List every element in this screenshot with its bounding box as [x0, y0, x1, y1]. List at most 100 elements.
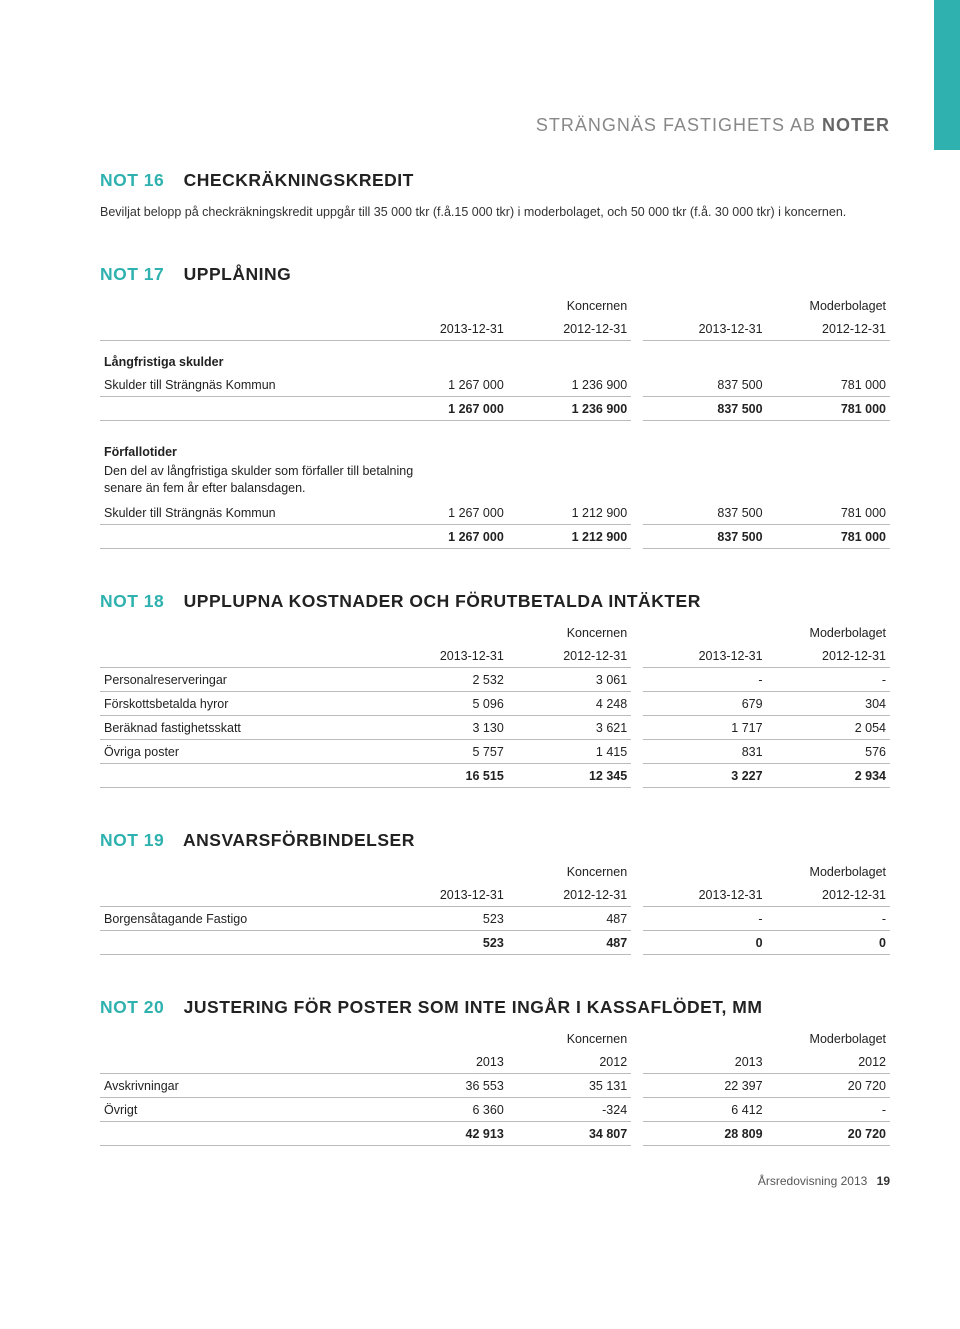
cell: 1 212 900: [508, 501, 631, 525]
col-date: 2012: [767, 1050, 890, 1074]
cell: 576: [767, 739, 890, 763]
total-cell: 837 500: [643, 524, 766, 548]
cell: 35 131: [508, 1073, 631, 1097]
total-cell: 20 720: [767, 1121, 890, 1145]
total-cell: 42 913: [384, 1121, 507, 1145]
col-date: 2013: [643, 1050, 766, 1074]
col-date: 2012-12-31: [767, 317, 890, 341]
group-koncernen: Koncernen: [384, 863, 631, 883]
total-cell: 0: [643, 930, 766, 954]
note-number: NOT 19: [100, 830, 164, 850]
cell: 523: [384, 906, 507, 930]
cell: 837 500: [643, 501, 766, 525]
total-cell: 1 267 000: [384, 396, 507, 420]
total-cell: 16 515: [384, 763, 507, 787]
group-moderbolaget: Moderbolaget: [643, 1030, 890, 1050]
row-label: Beräknad fastighetsskatt: [100, 715, 384, 739]
note-number: NOT 16: [100, 170, 164, 190]
note-20-title: NOT 20 JUSTERING FÖR POSTER SOM INTE ING…: [100, 997, 890, 1018]
total-cell: 2 934: [767, 763, 890, 787]
group-koncernen: Koncernen: [384, 297, 631, 317]
cell: 20 720: [767, 1073, 890, 1097]
cell: -: [767, 667, 890, 691]
col-date: 2013: [384, 1050, 507, 1074]
row-label: Förskottsbetalda hyror: [100, 691, 384, 715]
subheading: Långfristiga skulder: [100, 340, 890, 373]
cell: 5 757: [384, 739, 507, 763]
subtext: senare än fem år efter balansdagen.: [100, 480, 890, 501]
total-cell: 523: [384, 930, 507, 954]
cell: 3 130: [384, 715, 507, 739]
note-20: NOT 20 JUSTERING FÖR POSTER SOM INTE ING…: [100, 997, 890, 1146]
col-date: 2013-12-31: [384, 317, 507, 341]
group-koncernen: Koncernen: [384, 1030, 631, 1050]
group-koncernen: Koncernen: [384, 624, 631, 644]
cell: 679: [643, 691, 766, 715]
total-cell: 3 227: [643, 763, 766, 787]
note-number: NOT 20: [100, 997, 164, 1017]
cell: 2 532: [384, 667, 507, 691]
cell: 304: [767, 691, 890, 715]
note-heading: UPPLÅNING: [184, 264, 292, 284]
cell: 781 000: [767, 373, 890, 397]
col-date: 2012-12-31: [767, 883, 890, 907]
cell: 2 054: [767, 715, 890, 739]
cell: 1 267 000: [384, 373, 507, 397]
cell: -: [767, 1097, 890, 1121]
subtext: Den del av långfristiga skulder som förf…: [100, 463, 890, 480]
note-heading: UPPLUPNA KOSTNADER OCH FÖRUTBETALDA INTÄ…: [184, 591, 701, 611]
cell: 1 267 000: [384, 501, 507, 525]
col-date: 2013-12-31: [643, 883, 766, 907]
col-date: 2012-12-31: [767, 644, 890, 668]
side-tab: [934, 0, 960, 150]
total-cell: 781 000: [767, 524, 890, 548]
cell: 1 717: [643, 715, 766, 739]
row-label: Avskrivningar: [100, 1073, 384, 1097]
total-cell: 34 807: [508, 1121, 631, 1145]
cell: 831: [643, 739, 766, 763]
total-cell: 0: [767, 930, 890, 954]
total-cell: 487: [508, 930, 631, 954]
note-heading: CHECKRÄKNINGSKREDIT: [184, 170, 414, 190]
cell: -: [643, 667, 766, 691]
row-label: Övrigt: [100, 1097, 384, 1121]
note-19-table: Koncernen Moderbolaget 2013-12-31 2012-1…: [100, 863, 890, 955]
page-content: STRÄNGNÄS FASTIGHETS AB NOTER NOT 16 CHE…: [0, 0, 960, 1218]
note-18: NOT 18 UPPLUPNA KOSTNADER OCH FÖRUTBETAL…: [100, 591, 890, 788]
cell: 1 236 900: [508, 373, 631, 397]
cell: -324: [508, 1097, 631, 1121]
cell: 837 500: [643, 373, 766, 397]
note-heading: JUSTERING FÖR POSTER SOM INTE INGÅR I KA…: [184, 997, 763, 1017]
cell: 36 553: [384, 1073, 507, 1097]
note-18-table: Koncernen Moderbolaget 2013-12-31 2012-1…: [100, 624, 890, 788]
cell: 4 248: [508, 691, 631, 715]
cell: 6 412: [643, 1097, 766, 1121]
col-date: 2013-12-31: [643, 644, 766, 668]
cell: 781 000: [767, 501, 890, 525]
cell: -: [643, 906, 766, 930]
col-date: 2012-12-31: [508, 644, 631, 668]
col-date: 2013-12-31: [643, 317, 766, 341]
total-cell: 1 212 900: [508, 524, 631, 548]
total-cell: 1 236 900: [508, 396, 631, 420]
cell: 22 397: [643, 1073, 766, 1097]
note-16-body: Beviljat belopp på checkräkningskredit u…: [100, 203, 890, 222]
note-16-title: NOT 16 CHECKRÄKNINGSKREDIT: [100, 170, 890, 191]
page-number: 19: [877, 1174, 890, 1188]
note-19: NOT 19 ANSVARSFÖRBINDELSER Koncernen Mod…: [100, 830, 890, 955]
note-19-title: NOT 19 ANSVARSFÖRBINDELSER: [100, 830, 890, 851]
subheading: Förfallotider: [100, 420, 890, 463]
total-cell: 837 500: [643, 396, 766, 420]
cell: 3 061: [508, 667, 631, 691]
note-18-title: NOT 18 UPPLUPNA KOSTNADER OCH FÖRUTBETAL…: [100, 591, 890, 612]
document-header: STRÄNGNÄS FASTIGHETS AB NOTER: [100, 115, 890, 136]
col-date: 2012: [508, 1050, 631, 1074]
note-heading: ANSVARSFÖRBINDELSER: [183, 830, 415, 850]
cell: 5 096: [384, 691, 507, 715]
row-label: Skulder till Strängnäs Kommun: [100, 373, 384, 397]
header-prefix: STRÄNGNÄS FASTIGHETS AB: [536, 115, 816, 135]
note-number: NOT 17: [100, 264, 164, 284]
note-17-title: NOT 17 UPPLÅNING: [100, 264, 890, 285]
cell: 1 415: [508, 739, 631, 763]
cell: 487: [508, 906, 631, 930]
